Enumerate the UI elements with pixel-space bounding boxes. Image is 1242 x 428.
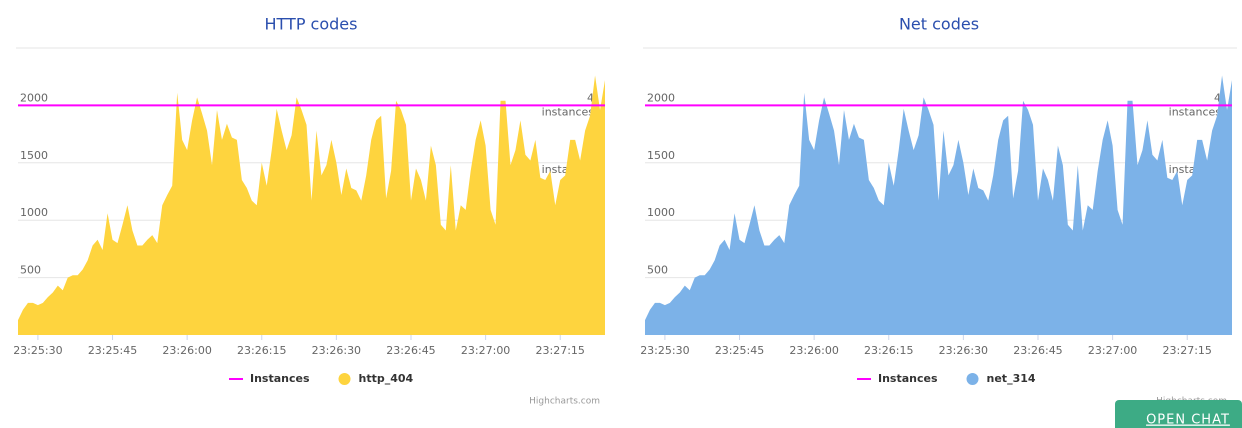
x-tick-label: 23:26:30 [312, 344, 361, 357]
x-tick-label: 23:26:45 [386, 344, 435, 357]
area [18, 75, 605, 336]
legend-label: Instances [878, 372, 938, 385]
x-tick-label: 23:26:15 [237, 344, 286, 357]
x-tick-label: 23:27:00 [1088, 344, 1137, 357]
x-tick-label: 23:25:45 [88, 344, 137, 357]
y-tick-label: 1000 [647, 206, 675, 219]
x-tick-label: 23:27:00 [461, 344, 510, 357]
open-chat-button[interactable] [1115, 400, 1242, 428]
credits: Highcharts.com [529, 397, 600, 407]
legend-label: Instances [250, 372, 310, 385]
y-tick-label: 1500 [20, 149, 48, 162]
open-chat[interactable]: OPEN CHAT [1115, 400, 1242, 428]
legend-marker [338, 373, 351, 385]
chart: HTTP codes5001000150020001instances2inst… [13, 15, 610, 407]
x-tick-label: 23:27:15 [1163, 344, 1212, 357]
y-tick-label: 1000 [20, 206, 48, 219]
y-tick-label: 2000 [20, 91, 48, 104]
legend-marker [966, 373, 979, 385]
x-tick-label: 23:27:15 [536, 344, 585, 357]
x-tick-label: 23:26:00 [789, 344, 838, 357]
open-chat-label[interactable]: OPEN CHAT [1146, 413, 1230, 428]
x-tick-label: 23:26:00 [162, 344, 211, 357]
y-tick-label: 500 [20, 264, 41, 277]
legend-label: http_404 [359, 372, 414, 385]
x-tick-label: 23:25:45 [715, 344, 764, 357]
chart-title: HTTP codes [265, 15, 358, 34]
y-tick-label: 2000 [647, 91, 675, 104]
x-tick-label: 23:25:30 [640, 344, 689, 357]
y-tick-label: 500 [647, 264, 668, 277]
chart-title: Net codes [899, 15, 979, 34]
y-tick-label: 1500 [647, 149, 675, 162]
x-tick-label: 23:26:30 [939, 344, 988, 357]
area [645, 75, 1232, 336]
x-tick-label: 23:26:15 [864, 344, 913, 357]
x-tick-label: 23:25:30 [13, 344, 62, 357]
legend-label: net_314 [987, 372, 1036, 385]
x-tick-label: 23:26:45 [1013, 344, 1062, 357]
y2-tick-label: 4 instances [542, 91, 595, 118]
chart: Net codes5001000150020001instances2insta… [640, 15, 1237, 407]
y2-tick-label: 4 instances [1169, 91, 1222, 118]
